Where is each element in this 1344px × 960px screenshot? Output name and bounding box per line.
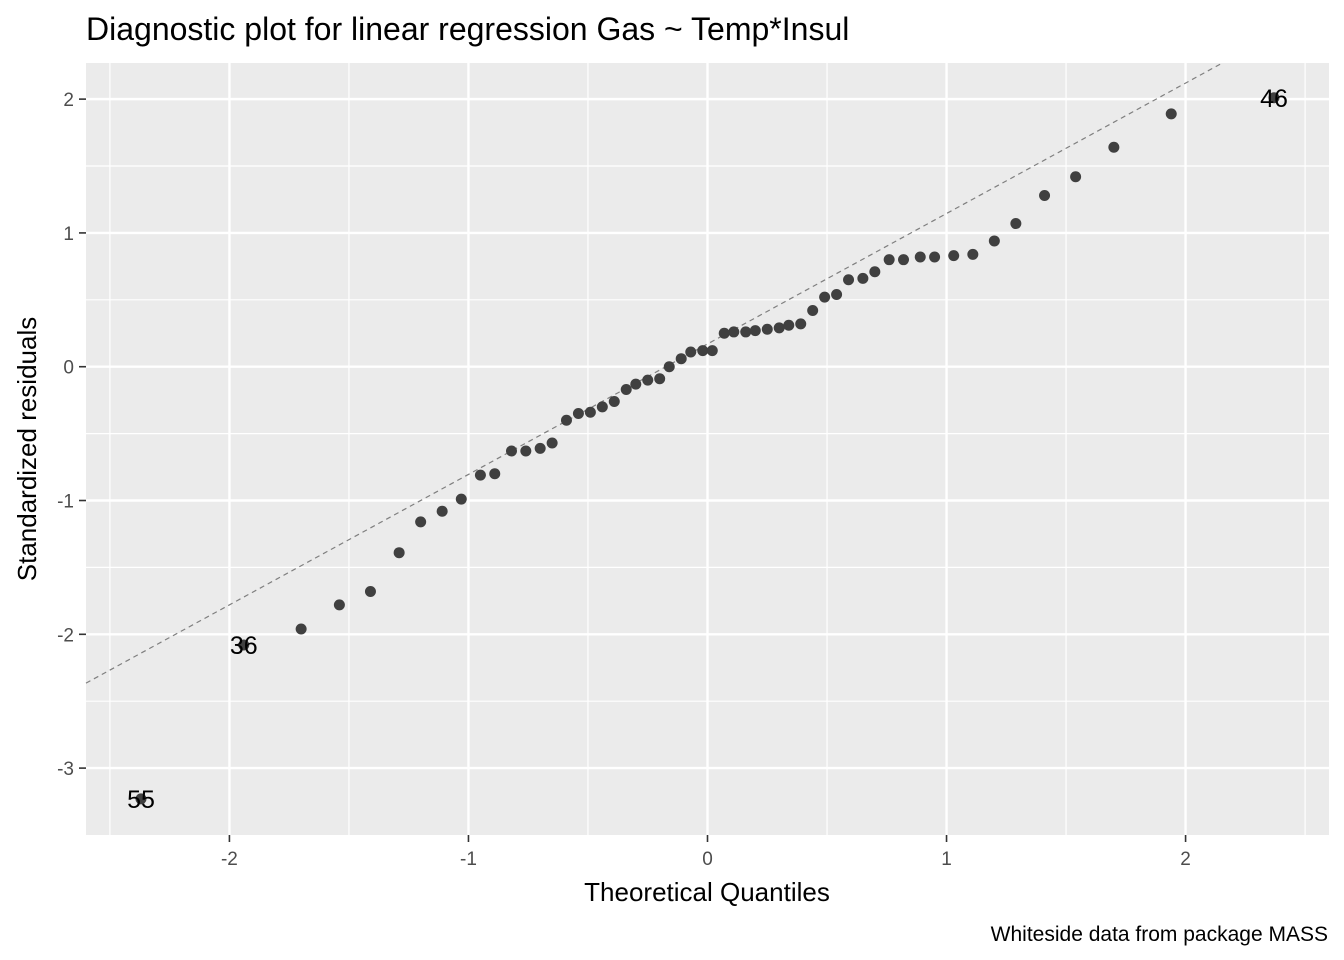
data-point <box>843 274 855 286</box>
data-point <box>608 396 620 408</box>
x-tick-label: 0 <box>702 849 713 870</box>
data-point <box>929 251 941 263</box>
data-point <box>642 374 654 386</box>
data-point <box>883 254 895 266</box>
data-point <box>474 469 486 481</box>
x-axis-title: Theoretical Quantiles <box>584 877 830 907</box>
data-point <box>584 406 596 418</box>
data-point <box>1010 218 1022 230</box>
data-point <box>898 254 910 266</box>
data-point <box>706 345 718 357</box>
y-tick-label: 1 <box>63 224 74 245</box>
data-point <box>697 345 709 357</box>
y-tick-label: -2 <box>57 625 74 646</box>
data-point <box>620 383 632 395</box>
data-point <box>749 325 761 337</box>
chart-title: Diagnostic plot for linear regression Ga… <box>86 11 849 47</box>
point-label: 36 <box>230 632 258 660</box>
data-point <box>654 373 666 385</box>
data-point <box>238 639 250 651</box>
data-point <box>783 319 795 331</box>
data-point <box>596 401 608 413</box>
data-point <box>505 445 517 457</box>
x-axis: -2 -1 0 1 2 <box>221 835 1191 870</box>
data-point <box>534 442 546 454</box>
data-point <box>1268 92 1280 104</box>
data-point <box>393 547 405 559</box>
data-point <box>560 414 572 426</box>
data-point <box>914 251 926 263</box>
data-point <box>831 288 843 300</box>
data-point <box>663 361 675 373</box>
points-group <box>135 92 1280 805</box>
data-point <box>761 323 773 335</box>
data-point <box>1165 108 1177 120</box>
data-point <box>948 250 960 262</box>
point-labels-group: 55 36 46 <box>127 85 1288 814</box>
data-point <box>415 516 427 528</box>
point-label: 55 <box>127 786 155 814</box>
y-axis: -3 -2 -1 0 1 2 <box>57 90 86 780</box>
data-point <box>489 468 501 480</box>
data-point <box>1039 189 1051 201</box>
data-point <box>728 326 740 338</box>
data-point <box>546 437 558 449</box>
data-point <box>819 291 831 303</box>
data-point <box>572 408 584 420</box>
x-tick-label: -2 <box>221 849 238 870</box>
data-point <box>685 346 697 358</box>
data-point <box>436 505 448 517</box>
major-gridlines <box>86 63 1329 835</box>
data-point <box>718 327 730 339</box>
data-point <box>333 599 345 611</box>
x-tick-label: 2 <box>1180 849 1191 870</box>
data-point <box>675 353 687 365</box>
chart-caption: Whiteside data from package MASS <box>991 923 1328 946</box>
x-tick-label: 1 <box>941 849 952 870</box>
x-tick-label: -1 <box>460 849 477 870</box>
data-point <box>630 378 642 390</box>
data-point <box>364 585 376 597</box>
data-point <box>807 305 819 317</box>
data-point <box>135 793 147 805</box>
data-point <box>795 318 807 330</box>
data-point <box>520 445 532 457</box>
data-point <box>869 266 881 278</box>
data-point <box>857 272 869 284</box>
data-point <box>295 623 307 635</box>
data-point <box>1108 141 1120 153</box>
y-tick-label: 0 <box>63 358 74 379</box>
y-tick-label: 2 <box>63 90 74 111</box>
data-point <box>455 493 467 505</box>
data-point <box>988 235 1000 247</box>
data-point <box>773 322 785 334</box>
data-point <box>967 248 979 260</box>
point-label: 46 <box>1260 85 1288 113</box>
y-tick-label: -3 <box>57 759 74 780</box>
y-tick-label: -1 <box>57 492 74 513</box>
data-point <box>1070 171 1082 183</box>
data-point <box>740 326 752 338</box>
y-axis-title: Standardized residuals <box>12 317 42 582</box>
